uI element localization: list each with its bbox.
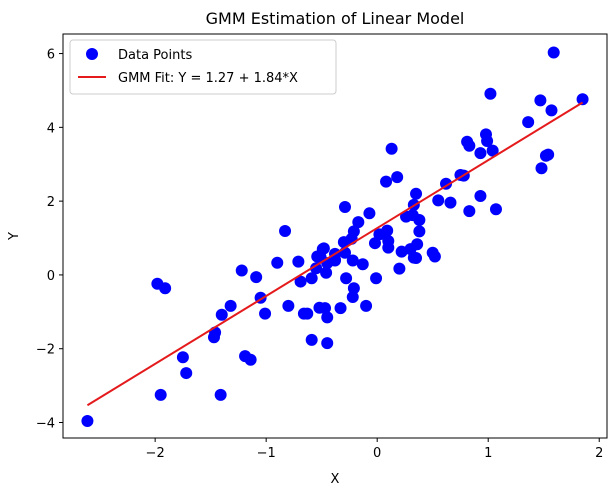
y-tick-label: −4 — [36, 417, 55, 432]
data-point — [224, 299, 237, 312]
x-tick-label: −1 — [257, 446, 276, 461]
data-point — [391, 171, 404, 184]
data-point — [338, 201, 351, 214]
data-point — [363, 207, 376, 220]
data-point — [294, 275, 307, 288]
data-point — [522, 116, 535, 129]
data-point — [215, 308, 228, 321]
data-point — [534, 94, 547, 107]
data-point — [356, 258, 369, 271]
data-point — [474, 189, 487, 202]
data-point — [347, 282, 360, 295]
data-point — [428, 250, 441, 263]
y-tick-label: 6 — [47, 48, 55, 63]
data-point — [317, 242, 330, 255]
data-point — [305, 333, 318, 346]
data-point — [474, 147, 487, 160]
data-point — [385, 142, 398, 155]
data-point — [180, 367, 193, 380]
data-point — [352, 216, 365, 229]
data-point — [340, 272, 353, 285]
data-point — [380, 175, 393, 188]
y-axis-ticks: −4 −2 0 2 4 6 — [36, 48, 63, 432]
x-tick-label: 0 — [373, 446, 381, 461]
data-point — [320, 266, 333, 279]
data-point — [154, 388, 167, 401]
data-point — [334, 302, 347, 315]
data-point — [279, 225, 292, 238]
data-point — [305, 272, 318, 285]
data-point — [545, 104, 558, 117]
data-point — [214, 388, 227, 401]
data-point — [346, 254, 359, 267]
data-point — [235, 264, 248, 277]
data-point — [81, 415, 94, 428]
y-tick-label: 2 — [47, 195, 55, 210]
data-point — [370, 272, 383, 285]
legend-box — [69, 39, 337, 95]
data-point — [535, 162, 548, 175]
data-point — [292, 255, 305, 268]
data-point — [413, 225, 426, 238]
data-point — [463, 205, 476, 218]
data-point — [444, 196, 457, 209]
legend-label-gmm-fit: GMM Fit: Y = 1.27 + 1.84*X — [118, 71, 298, 86]
data-point — [244, 353, 257, 366]
chart-title: GMM Estimation of Linear Model — [206, 9, 465, 28]
data-point — [489, 203, 502, 216]
y-axis-label: Y — [7, 232, 22, 241]
data-point — [547, 46, 560, 59]
data-point — [432, 194, 445, 207]
data-point — [310, 262, 323, 275]
data-point — [576, 93, 589, 106]
data-point — [259, 307, 272, 320]
legend-label-data-points: Data Points — [118, 48, 192, 63]
data-point — [413, 213, 426, 226]
data-point — [321, 311, 334, 324]
y-tick-label: 4 — [47, 121, 55, 136]
x-axis-label: X — [331, 472, 340, 487]
data-point — [301, 307, 314, 320]
data-point — [159, 282, 172, 295]
data-point — [463, 139, 476, 152]
data-point — [539, 149, 552, 162]
plot-marks — [81, 46, 589, 428]
data-point — [271, 256, 284, 269]
data-point — [410, 251, 423, 264]
data-point — [250, 271, 263, 284]
data-point — [411, 238, 424, 251]
y-tick-label: −2 — [36, 343, 55, 358]
legend: Data Points GMM Fit: Y = 1.27 + 1.84*X — [69, 39, 337, 95]
data-point — [484, 87, 497, 100]
x-tick-label: −2 — [146, 446, 165, 461]
data-point — [368, 237, 381, 250]
data-point — [319, 302, 332, 315]
data-point — [282, 299, 295, 312]
data-point — [382, 241, 395, 254]
data-point — [360, 299, 373, 312]
plot-frame — [62, 33, 608, 439]
data-point — [321, 337, 334, 350]
y-tick-label: 0 — [47, 269, 55, 284]
data-point — [373, 228, 386, 241]
data-point — [481, 134, 494, 147]
data-point — [346, 291, 359, 304]
x-tick-label: 2 — [595, 446, 603, 461]
x-tick-label: 1 — [484, 446, 492, 461]
data-point — [176, 351, 189, 364]
legend-marker-data-points — [86, 48, 98, 60]
x-axis-ticks: −2 −1 0 1 2 — [146, 438, 603, 461]
data-point — [486, 144, 499, 157]
data-point — [393, 262, 406, 275]
data-point — [410, 187, 423, 200]
gmm-fit-line — [86, 101, 584, 407]
